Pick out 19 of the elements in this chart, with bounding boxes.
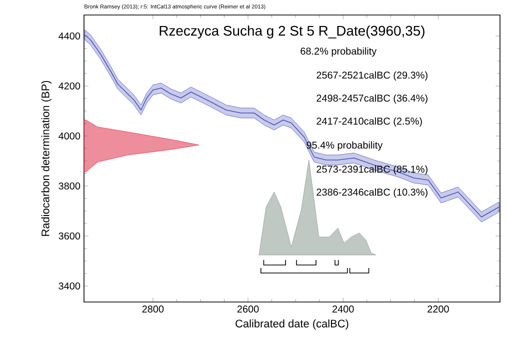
annotation: 2567-2521calBC (29.3%): [316, 71, 428, 81]
y-axis-title: Radiocarbon determination (BP): [41, 80, 52, 236]
y-tick-label: 4400: [58, 32, 80, 40]
text: Rzeczyca Sucha g 2 St 5 R_Date(3960,35): [160, 25, 424, 38]
y-tick-label: 3800: [58, 182, 80, 190]
x-tick-label: 2400: [332, 306, 354, 313]
y-tick-label: 3400: [58, 282, 80, 290]
y-tick-label: 4200: [58, 82, 80, 90]
y-tick-label: 4000: [58, 132, 80, 140]
x-tick-label: 2200: [428, 306, 449, 313]
annotation: 68.2% probability: [300, 47, 377, 57]
x-tick-label: 2600: [237, 306, 259, 313]
x-axis-title: Calibrated date (calBC): [236, 319, 348, 330]
annotation: 2417-2410calBC (2.5%): [316, 117, 422, 127]
annotation: 2386-2346calBC (10.3%): [316, 188, 428, 198]
y-tick-label: 3600: [58, 232, 80, 240]
annotation: 2498-2457calBC (36.4%): [316, 94, 428, 104]
x-tick-label: 2800: [142, 306, 164, 313]
annotation: 2573-2391calBC (85.1%): [316, 165, 428, 175]
